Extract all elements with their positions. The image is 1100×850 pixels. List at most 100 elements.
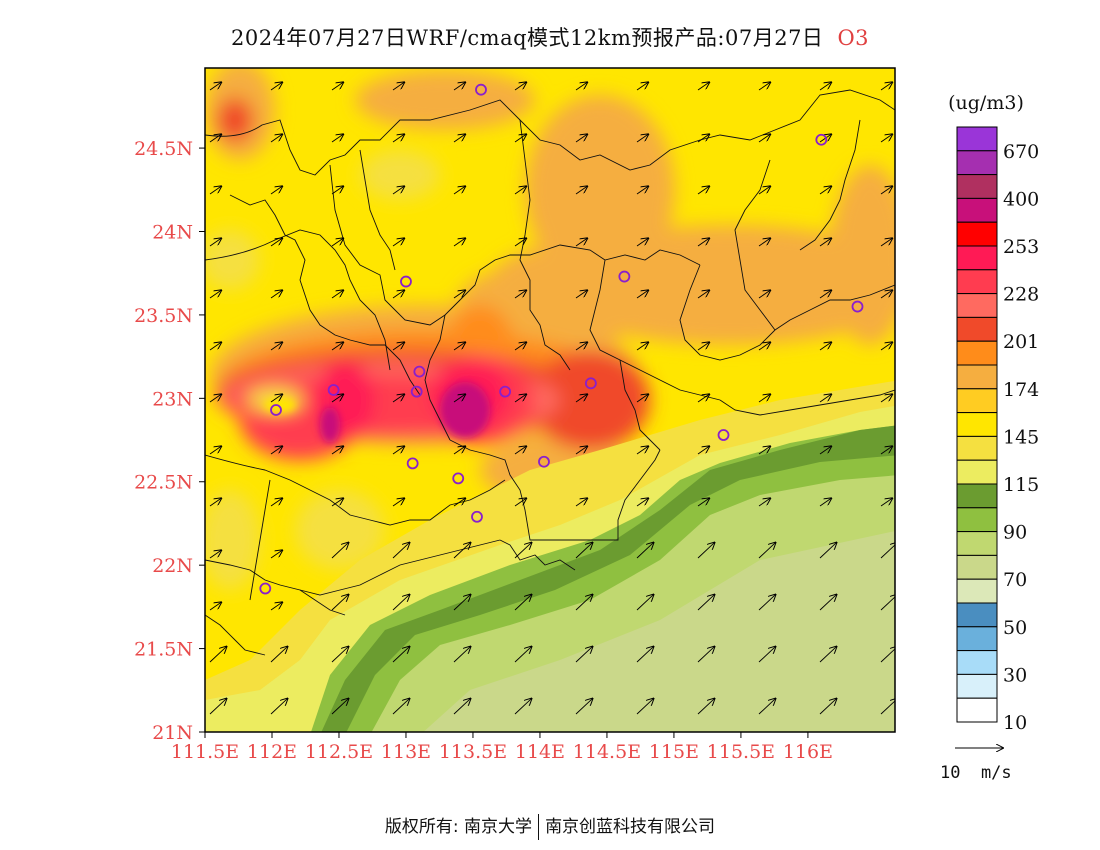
station-marker	[471, 510, 483, 523]
wind-arrow	[270, 290, 282, 299]
station-marker	[538, 455, 550, 468]
wind-arrow	[819, 342, 831, 351]
wind-arrow	[636, 498, 648, 507]
colorbar-swatch	[956, 221, 998, 247]
wind-arrow	[514, 498, 526, 507]
wind-arrow	[819, 238, 831, 247]
wind-arrow	[453, 134, 465, 143]
station-marker	[270, 404, 282, 416]
station-marker	[717, 429, 730, 441]
wind-arrow	[331, 186, 343, 195]
wind-arrow	[636, 647, 654, 663]
wind-arrow	[819, 446, 831, 455]
wind-arrow	[514, 342, 526, 351]
wind-arrow	[392, 342, 404, 351]
station-marker	[584, 377, 597, 390]
wind-arrow	[453, 647, 471, 663]
wind-arrow	[514, 290, 526, 299]
monitoring-stations	[259, 83, 864, 595]
station-marker	[406, 457, 419, 470]
wind-arrow	[697, 446, 709, 455]
wind-arrow	[392, 134, 404, 143]
wind-arrow	[514, 446, 526, 455]
colorbar-swatch	[956, 197, 998, 223]
wind-arrow	[819, 595, 837, 611]
lon-tick-label: 112.5E	[305, 741, 373, 763]
wind-legend: 10 m/s	[940, 748, 1012, 783]
wind-arrow	[880, 290, 892, 299]
wind-arrow	[636, 134, 648, 143]
wind-arrow	[575, 699, 593, 715]
wind-arrow	[636, 238, 648, 247]
wind-arrow	[697, 290, 709, 299]
wind-arrow	[392, 595, 410, 611]
wind-arrow	[331, 290, 343, 299]
station-marker	[327, 384, 340, 396]
wind-arrow	[453, 82, 465, 91]
wind-arrow	[331, 82, 343, 91]
wind-arrow	[758, 134, 770, 143]
wind-arrow	[697, 699, 715, 715]
wind-arrow	[819, 186, 831, 195]
wind-arrow	[453, 595, 471, 611]
colorbar-swatch	[956, 531, 998, 556]
colorbar-label: 70	[1003, 569, 1027, 591]
colorbar-label: 30	[1003, 664, 1027, 686]
wind-arrow	[697, 647, 715, 663]
wind-arrow	[453, 290, 465, 299]
wind-arrow	[514, 186, 526, 195]
colorbar-label: 201	[1003, 331, 1039, 353]
colorbar-swatch	[956, 293, 998, 318]
wind-arrow	[331, 394, 343, 403]
wind-arrow	[880, 238, 892, 247]
lon-tick-label: 115E	[649, 741, 699, 763]
lat-tick-label: 21N	[152, 722, 193, 744]
wind-arrow	[880, 342, 892, 351]
colorbar-swatch	[956, 245, 998, 271]
wind-arrow	[453, 238, 465, 247]
colorbar-label: 228	[1003, 284, 1039, 306]
wind-arrow	[636, 342, 648, 351]
wind-arrow	[270, 186, 282, 195]
lon-tick-label: 115.5E	[707, 741, 775, 763]
lat-tick-label: 24N	[152, 221, 193, 243]
wind-arrow	[758, 82, 770, 91]
wind-arrow	[697, 394, 709, 403]
wind-arrow	[392, 186, 404, 195]
colorbar-label: 90	[1003, 522, 1027, 544]
station-marker	[410, 385, 423, 398]
wind-arrow	[209, 498, 221, 507]
wind-arrow	[636, 82, 648, 91]
wind-arrow	[331, 595, 349, 611]
wind-arrow	[392, 82, 404, 91]
lon-tick-label: 113.5E	[439, 741, 507, 763]
wind-arrow	[880, 186, 892, 195]
wind-arrow	[453, 446, 465, 455]
wind-arrow	[575, 134, 587, 143]
wind-arrow	[697, 186, 709, 195]
wind-arrow	[209, 602, 221, 611]
wind-arrow	[575, 498, 587, 507]
wind-arrow	[575, 446, 587, 455]
wind-arrow	[819, 647, 837, 663]
wind-arrow	[880, 394, 892, 403]
wind-arrow	[636, 595, 654, 611]
lon-tick-label: 116E	[783, 741, 833, 763]
wind-arrow	[575, 238, 587, 247]
colorbar-label: 10	[1003, 712, 1027, 734]
lon-tick-label: 114E	[515, 741, 565, 763]
wind-arrow	[758, 543, 776, 559]
colorbar-swatch	[956, 507, 998, 533]
colorbar-swatch	[956, 269, 998, 295]
colorbar-swatch	[956, 150, 998, 176]
wind-arrow	[819, 498, 831, 507]
wind-arrow	[758, 186, 770, 195]
colorbar-label: 145	[1003, 426, 1039, 448]
wind-arrow	[209, 238, 221, 247]
wind-arrow	[209, 699, 227, 715]
wind-arrow	[270, 602, 282, 611]
station-marker	[452, 472, 465, 485]
colorbar-label: 50	[1003, 617, 1027, 639]
colorbar-swatch	[956, 316, 998, 342]
concentration-field	[205, 68, 895, 732]
